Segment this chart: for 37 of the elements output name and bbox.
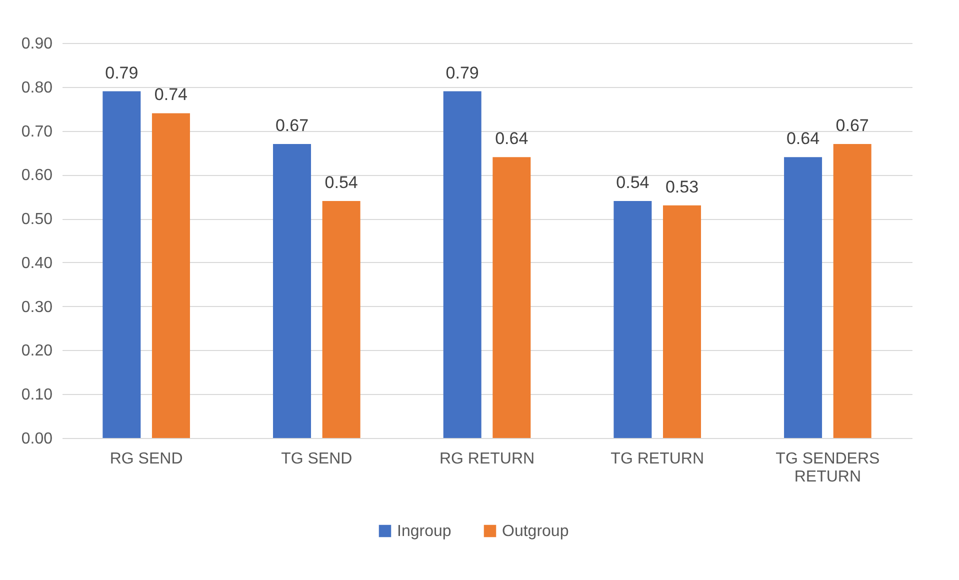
y-tick-label: 0.20: [21, 342, 53, 360]
bar: [833, 144, 872, 438]
y-tick-label: 0.70: [21, 123, 53, 140]
x-tick-label: TG RETURN: [610, 450, 704, 468]
bar: [784, 157, 822, 438]
data-label: 0.79: [105, 63, 138, 82]
data-label: 0.64: [786, 129, 820, 148]
data-label: 0.54: [324, 173, 358, 192]
data-label: 0.67: [836, 116, 869, 135]
data-label: 0.74: [154, 85, 188, 104]
bar: [152, 113, 190, 438]
y-tick-label: 0.90: [21, 36, 53, 52]
data-label: 0.79: [446, 63, 479, 82]
y-tick-label: 0.00: [21, 430, 53, 448]
y-tick-label: 0.30: [21, 298, 53, 316]
x-tick-label: TG SENDERS RETURN: [776, 450, 880, 486]
x-tick-label: TG SEND: [281, 450, 352, 468]
legend-label: Outgroup: [502, 523, 569, 540]
y-tick-label: 0.60: [21, 167, 53, 184]
data-label: 0.64: [495, 129, 528, 148]
bar: [443, 91, 482, 438]
y-tick-label: 0.80: [21, 79, 53, 96]
bar: [322, 201, 360, 438]
y-tick-label: 0.40: [21, 254, 53, 272]
data-label: 0.67: [275, 116, 309, 135]
y-tick-label: 0.50: [21, 211, 53, 228]
y-tick-label: 0.10: [21, 386, 53, 404]
bar: [492, 157, 531, 438]
x-tick-label: RG SEND: [110, 450, 183, 468]
legend-label: Ingroup: [397, 523, 452, 540]
bar: [273, 144, 312, 438]
data-label: 0.53: [665, 177, 699, 196]
bar: [102, 91, 141, 438]
bar: [614, 201, 652, 438]
bar: [662, 205, 701, 438]
data-label: 0.54: [616, 173, 650, 192]
x-tick-label: RG RETURN: [439, 450, 535, 468]
